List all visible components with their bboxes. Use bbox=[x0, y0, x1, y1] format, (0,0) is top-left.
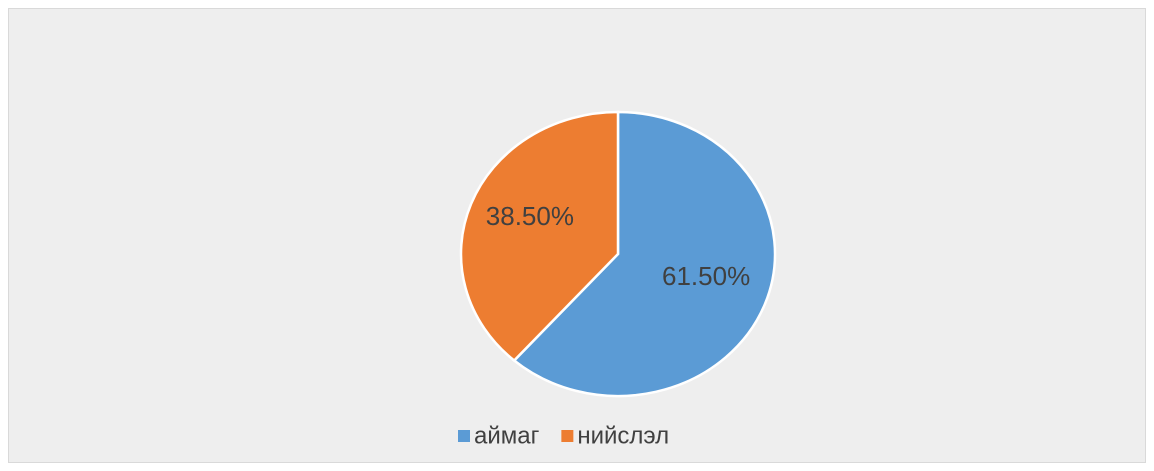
legend-swatch bbox=[458, 430, 470, 442]
legend-label: нийслэл bbox=[577, 422, 669, 449]
pie-slice bbox=[459, 110, 620, 363]
data-label: 38.50% bbox=[486, 201, 574, 231]
data-label: 61.50% bbox=[662, 261, 750, 291]
legend-swatch bbox=[561, 430, 574, 442]
pie-slice bbox=[512, 110, 777, 398]
legend-label: аймаг bbox=[474, 422, 540, 449]
